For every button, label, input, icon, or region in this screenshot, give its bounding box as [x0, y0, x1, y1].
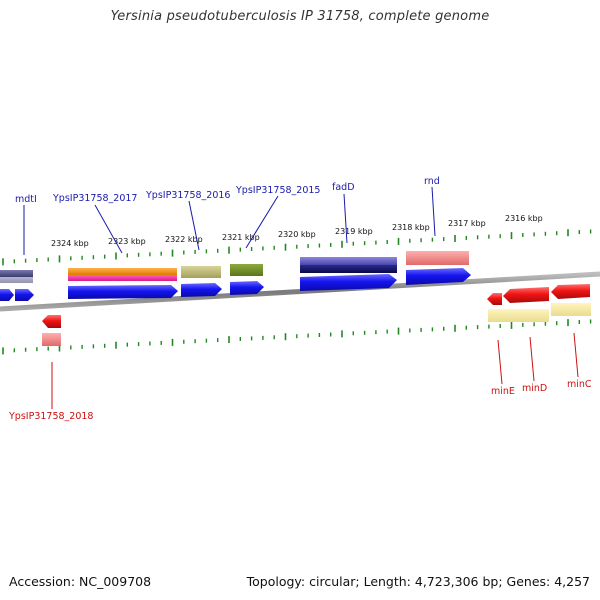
mdtI-cds-arrow-b[interactable]	[15, 289, 34, 301]
ruler-label-2320: 2320 kbp	[278, 230, 316, 239]
fadD-band-purple[interactable]	[300, 257, 397, 265]
fadD-cds-arrow[interactable]	[300, 274, 397, 291]
ypsIP31758-2016-leader	[188, 200, 200, 251]
minD-leader	[529, 336, 535, 382]
minE-leader	[497, 339, 503, 385]
ypsIP31758-2016-cds-arrow[interactable]	[181, 283, 222, 297]
gene-label-minD[interactable]: minD	[522, 383, 547, 394]
genome-title: Yersinia pseudotuberculosis IP 31758, co…	[110, 9, 490, 24]
gene-label-ypsIP31758-2018[interactable]: YpsIP31758_2018	[8, 411, 93, 422]
ruler-label-2316: 2316 kbp	[505, 214, 543, 223]
ruler-label-2323: 2323 kbp	[108, 237, 146, 246]
minD-cds-arrow[interactable]	[503, 287, 549, 303]
reverse-tick-track	[2, 319, 592, 355]
mdtI-feature-band-2[interactable]	[0, 277, 33, 283]
gene-label-rnd[interactable]: rnd	[424, 176, 440, 187]
ypsIP31758-2015-leader	[245, 195, 279, 249]
minC-leader	[573, 332, 579, 378]
ypsIP31758-2017-cds-arrow[interactable]	[68, 285, 178, 299]
gene-label-mdtI[interactable]: mdtI	[15, 194, 37, 205]
forward-cds-arrows	[0, 268, 471, 301]
ruler-label-2321: 2321 kbp	[222, 233, 260, 242]
gene-label-ypsIP31758-2016[interactable]: YpsIP31758_2016	[145, 190, 230, 201]
mdtI-feature-band[interactable]	[0, 270, 33, 277]
ypsIP31758-2015-cds-arrow[interactable]	[230, 281, 264, 295]
ruler-label-2324: 2324 kbp	[51, 239, 89, 248]
rnd-cds-arrow[interactable]	[406, 268, 471, 285]
mdtI-cds-arrow-a[interactable]	[0, 289, 14, 301]
min-operon-band-a[interactable]	[488, 309, 549, 322]
forward-features	[0, 251, 469, 283]
gene-label-minE[interactable]: minE	[491, 386, 515, 397]
genome-backbone	[0, 271, 600, 312]
ruler-label-2322: 2322 kbp	[165, 235, 203, 244]
ypsIP31758-2018-cds-arrow[interactable]	[42, 315, 61, 328]
genome-summary-text: Topology: circular; Length: 4,723,306 bp…	[246, 574, 590, 589]
ypsIP31758-2016-band[interactable]	[181, 266, 221, 278]
gene-labels: mdtI YpsIP31758_2017 YpsIP31758_2016 Yps…	[8, 176, 592, 422]
fadD-band-navy[interactable]	[300, 265, 397, 273]
rnd-band[interactable]	[406, 251, 469, 265]
ypsIP31758-2018-band[interactable]	[42, 333, 61, 346]
label-leaders	[23, 186, 579, 409]
accession-text: Accession: NC_009708	[9, 574, 152, 589]
ypsIP31758-2015-band[interactable]	[230, 264, 263, 276]
ruler-labels: 2324 kbp 2323 kbp 2322 kbp 2321 kbp 2320…	[51, 214, 543, 248]
minE-cds-arrow[interactable]	[487, 293, 502, 305]
minC-cds-arrow[interactable]	[551, 284, 590, 299]
gene-label-ypsIP31758-2017[interactable]: YpsIP31758_2017	[52, 193, 137, 204]
ruler-label-2317: 2317 kbp	[448, 219, 486, 228]
ruler-label-2318: 2318 kbp	[392, 223, 430, 232]
fadD-leader	[343, 193, 348, 244]
forward-tick-track	[2, 229, 592, 266]
gene-label-ypsIP31758-2015[interactable]: YpsIP31758_2015	[235, 185, 320, 196]
min-operon-band-b[interactable]	[551, 303, 591, 316]
gene-label-fadD[interactable]: fadD	[332, 182, 355, 193]
reverse-features	[42, 284, 591, 346]
ypsIP31758-2017-band-pink[interactable]	[68, 275, 177, 281]
ypsIP31758-2017-leader	[94, 204, 123, 254]
ruler-label-2319: 2319 kbp	[335, 227, 373, 236]
gene-label-minC[interactable]: minC	[567, 379, 592, 390]
ypsIP31758-2017-band-orange[interactable]	[68, 268, 177, 275]
rnd-leader	[431, 186, 436, 237]
